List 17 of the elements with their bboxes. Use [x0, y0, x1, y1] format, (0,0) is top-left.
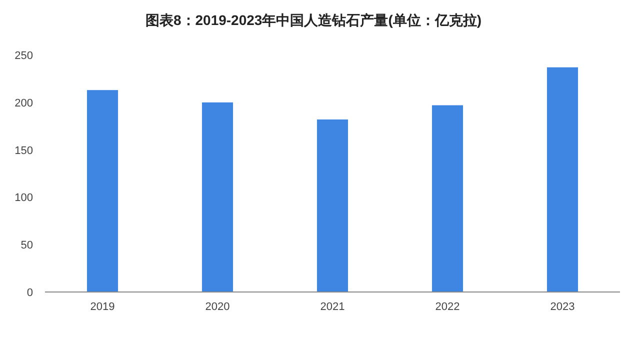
x-tick-label: 2022 — [435, 301, 460, 313]
y-tick-label: 150 — [14, 144, 33, 157]
bar — [316, 119, 348, 292]
y-tick-label: 250 — [14, 50, 33, 62]
x-tick-label: 2019 — [90, 301, 115, 313]
y-tick-label: 100 — [14, 192, 33, 204]
x-tick-label: 2020 — [205, 301, 230, 313]
y-tick-label: 200 — [14, 97, 33, 110]
chart-title: 图表8：2019-2023年中国人造钻石产量(单位：亿克拉) — [145, 12, 482, 28]
y-tick-label: 50 — [20, 240, 33, 252]
x-tick-label: 2023 — [550, 301, 575, 313]
y-tick-label: 0 — [26, 287, 33, 299]
bar — [86, 90, 118, 292]
bar — [202, 102, 234, 292]
bar — [546, 67, 578, 292]
x-tick-label: 2021 — [320, 301, 345, 313]
bar — [432, 105, 464, 292]
